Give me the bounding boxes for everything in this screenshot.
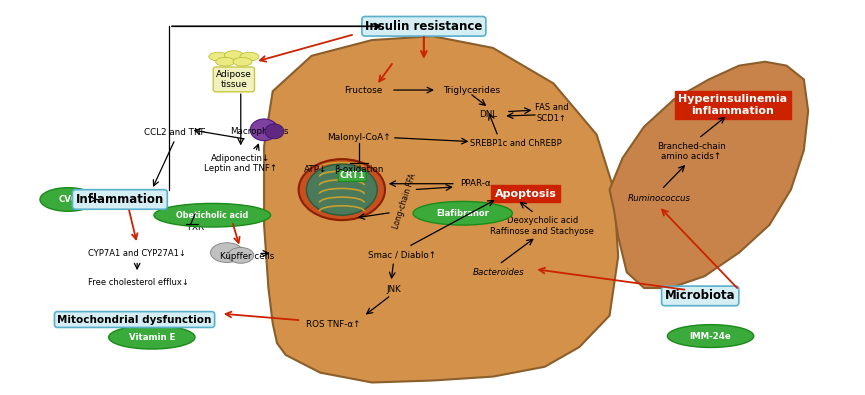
Text: Malonyl-CoA↑: Malonyl-CoA↑: [327, 133, 391, 142]
Text: PPAR-α: PPAR-α: [460, 179, 491, 188]
Ellipse shape: [306, 164, 377, 215]
Text: β-oxidation: β-oxidation: [335, 165, 384, 174]
Text: Microbiota: Microbiota: [665, 290, 735, 303]
Ellipse shape: [250, 119, 278, 141]
Text: ATP↓: ATP↓: [304, 165, 328, 174]
Text: Macrophages: Macrophages: [231, 127, 289, 136]
Ellipse shape: [298, 159, 385, 220]
Text: Insulin resistance: Insulin resistance: [365, 20, 483, 33]
Text: JNK: JNK: [387, 285, 401, 294]
Text: Bacteroides: Bacteroides: [473, 268, 525, 277]
Text: Obeticholic acid: Obeticholic acid: [176, 211, 248, 220]
Ellipse shape: [215, 57, 234, 66]
Ellipse shape: [40, 188, 96, 211]
Text: Long-chain FFA: Long-chain FFA: [392, 172, 418, 229]
Text: DNL: DNL: [479, 110, 497, 119]
Ellipse shape: [109, 325, 195, 349]
Text: Elafibranor: Elafibranor: [436, 209, 490, 218]
Ellipse shape: [240, 52, 259, 61]
Ellipse shape: [154, 203, 271, 227]
Ellipse shape: [668, 325, 753, 348]
Polygon shape: [610, 62, 808, 288]
Ellipse shape: [233, 57, 252, 66]
Text: Branched-chain
amino acids↑: Branched-chain amino acids↑: [657, 142, 726, 161]
Polygon shape: [264, 36, 618, 382]
Text: Free cholesterol efflux↓: Free cholesterol efflux↓: [88, 278, 189, 287]
Text: Mitochondrial dysfunction: Mitochondrial dysfunction: [57, 314, 212, 325]
Ellipse shape: [224, 51, 243, 59]
Text: FXR: FXR: [188, 222, 204, 231]
Ellipse shape: [265, 124, 284, 139]
Text: CVC: CVC: [59, 195, 78, 204]
Text: ROS TNF-α↑: ROS TNF-α↑: [306, 320, 361, 329]
Text: Apoptosis: Apoptosis: [495, 188, 557, 199]
Text: CYP7A1 and CYP27A1↓: CYP7A1 and CYP27A1↓: [88, 249, 186, 258]
Text: Adipose
tissue: Adipose tissue: [216, 70, 252, 89]
Text: SREBP1c and ChREBP: SREBP1c and ChREBP: [470, 139, 561, 148]
Text: Triglycerides: Triglycerides: [443, 86, 500, 94]
Ellipse shape: [413, 201, 512, 225]
Text: IMM-24e: IMM-24e: [689, 331, 732, 340]
Text: Vitamin E: Vitamin E: [129, 333, 175, 342]
Text: Küpffer cells: Küpffer cells: [220, 252, 274, 261]
Text: CCL2 and TNF: CCL2 and TNF: [144, 128, 206, 137]
Text: FAS and
SCD1↑: FAS and SCD1↑: [535, 103, 568, 122]
Text: CRT1: CRT1: [339, 171, 365, 181]
Text: Smac / Diablo↑: Smac / Diablo↑: [368, 250, 436, 259]
Text: Adiponectin↓
Leptin and TNF↑: Adiponectin↓ Leptin and TNF↑: [204, 154, 278, 173]
Text: Inflammation: Inflammation: [76, 193, 164, 206]
Text: Ruminococcus: Ruminococcus: [627, 194, 690, 203]
Text: Hyperinsulinemia
inflammation: Hyperinsulinemia inflammation: [678, 94, 788, 116]
Text: Fructose: Fructose: [344, 86, 382, 94]
Ellipse shape: [210, 243, 243, 262]
Ellipse shape: [227, 248, 253, 263]
Text: Deoxycholic acid
Raffinose and Stachyose: Deoxycholic acid Raffinose and Stachyose: [490, 216, 594, 235]
Ellipse shape: [208, 52, 227, 61]
